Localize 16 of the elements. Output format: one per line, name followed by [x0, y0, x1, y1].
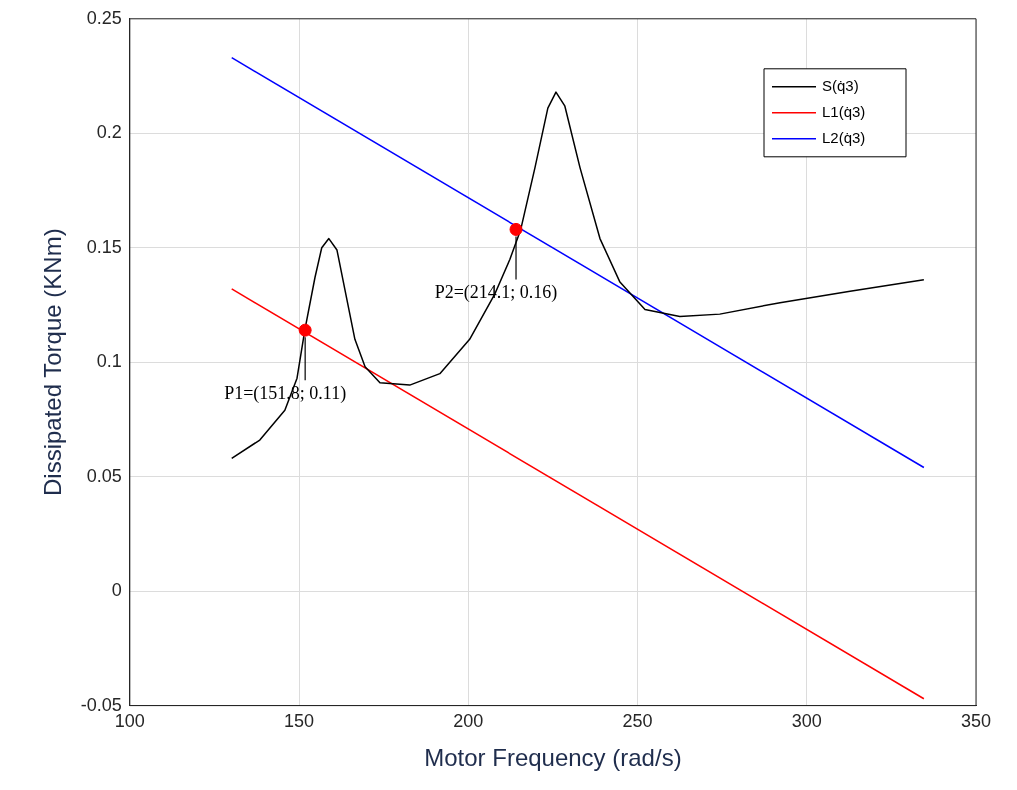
x-tick-label: 250	[622, 711, 653, 732]
x-tick-label: 200	[453, 711, 484, 732]
y-axis-title: Dissipated Torque (KNm)	[39, 228, 67, 497]
legend-label: L1(q̇3)	[822, 102, 866, 120]
y-tick-label: 0.25	[86, 7, 122, 28]
y-tick-label: 0.05	[86, 465, 122, 486]
y-tick-label: 0.2	[96, 122, 122, 143]
x-tick-label: 300	[791, 711, 822, 732]
y-tick-label: 0.1	[96, 351, 122, 372]
x-axis-title: Motor Frequency (rad/s)	[424, 744, 682, 772]
x-tick-label: 350	[960, 711, 992, 732]
x-tick-label: 150	[284, 711, 315, 732]
legend-label: L2(q̇3)	[822, 128, 866, 146]
y-tick-label: 0	[111, 580, 122, 601]
y-tick-label: 0.15	[86, 236, 122, 257]
legend-label: S(q̇3)	[822, 76, 859, 94]
